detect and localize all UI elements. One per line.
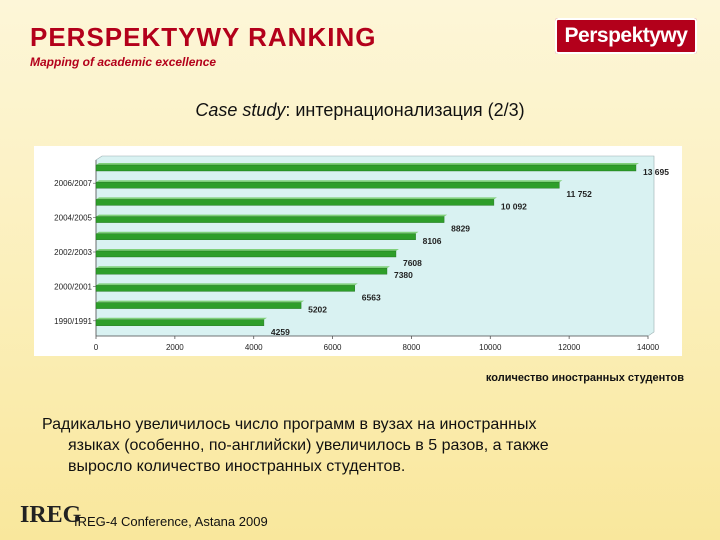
y-tick-label: 2002/2003 [54, 248, 92, 257]
bar [95, 285, 355, 292]
bar [95, 250, 397, 258]
y-tick-label: 1990/1991 [54, 317, 92, 326]
bar-value-label: 4259 [271, 327, 290, 337]
bar-value-label: 11 752 [566, 189, 592, 199]
chart-frame: 0 2000 4000 6000 8000 10000 12000 14000 13 695 11… [34, 146, 682, 356]
x-tick-label: 2000 [166, 343, 184, 352]
bar-value-label: 6563 [362, 292, 381, 302]
x-tick-label: 14000 [637, 343, 660, 352]
bar [95, 199, 495, 206]
bar-top [96, 249, 399, 251]
y-tick-label: 2006/2007 [54, 179, 92, 188]
body-text: Радикально увеличилось число программ в … [42, 414, 642, 477]
body-line-3: выросло количество иностранных студентов… [68, 458, 406, 475]
perspektywy-logo: Perspektywy [555, 18, 697, 54]
brand-subtitle: Mapping of academic excellence [30, 55, 217, 69]
bar-value-label: 8106 [423, 236, 442, 246]
x-tick-label: 4000 [245, 343, 263, 352]
slide-title-italic: Case study [195, 100, 286, 120]
bar [95, 182, 560, 189]
bar-top [96, 197, 497, 200]
bar-top [96, 231, 419, 234]
y-tick-label: 2000/2001 [54, 282, 92, 291]
x-tick-label: 10000 [479, 343, 502, 352]
bar [95, 319, 265, 327]
bar-top [96, 163, 639, 165]
bar-value-label: 7608 [403, 258, 422, 268]
slide-title: Case study: интернационализация (2/3) [0, 100, 720, 121]
body-line-2: языках (особенно, по-английски) увеличил… [68, 437, 549, 454]
bar-chart: 0 2000 4000 6000 8000 10000 12000 14000 13 695 11… [54, 155, 669, 352]
slide-title-rest: : интернационализация (2/3) [285, 100, 525, 120]
bar [95, 216, 445, 223]
x-axis-label: количество иностранных студентов [485, 372, 684, 384]
x-tick-label: 8000 [403, 343, 421, 352]
bar-top [96, 317, 267, 320]
x-tick-label: 6000 [324, 343, 342, 352]
bar [95, 302, 302, 309]
x-tick-label: 0 [94, 343, 99, 352]
bar-top [96, 266, 390, 269]
x-tick-label: 12000 [558, 343, 581, 352]
body-line-1: Радикально увеличилось число программ в … [42, 416, 537, 433]
ireg-logo: IREG [20, 502, 81, 529]
bar-top [96, 180, 563, 183]
footer-text: IREG-4 Conference, Astana 2009 [74, 514, 268, 529]
bar-top [96, 214, 448, 217]
brand-title: PERSPEKTYWY RANKING [30, 22, 377, 52]
bar [95, 164, 637, 172]
bar-value-label: 7380 [394, 270, 413, 280]
bar [95, 267, 388, 275]
bar-top [96, 300, 305, 303]
bar-value-label: 8829 [451, 224, 470, 234]
logo-text: Perspektywy [564, 24, 688, 47]
y-tick-label: 2004/2005 [54, 214, 92, 223]
bar-top [96, 283, 358, 286]
bar-value-label: 13 695 [643, 167, 669, 177]
bar-value-label: 5202 [308, 305, 327, 315]
bar-value-label: 10 092 [501, 201, 527, 211]
bar [95, 233, 416, 241]
ireg-logo-text: IREG [20, 502, 82, 528]
